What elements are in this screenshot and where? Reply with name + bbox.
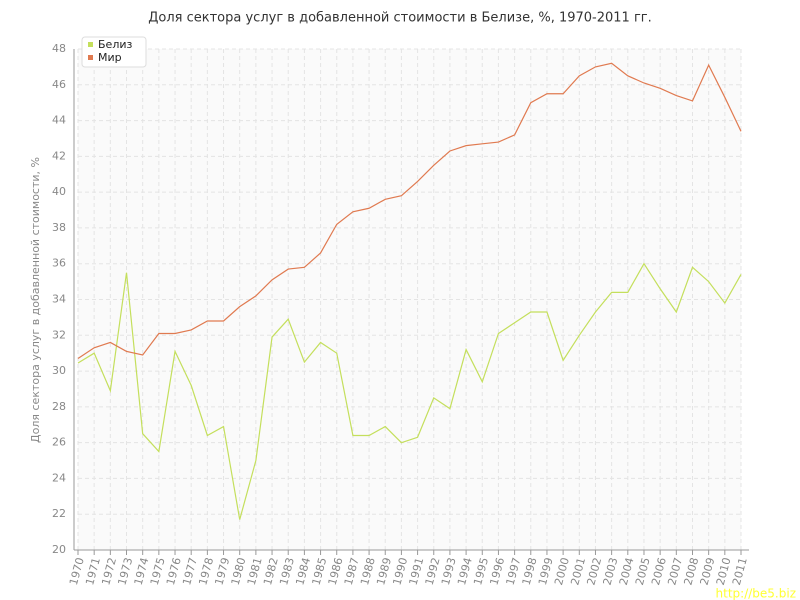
legend-swatch xyxy=(88,42,93,47)
y-tick-label: 30 xyxy=(52,364,66,377)
series-line xyxy=(77,262,742,520)
watermark: http://be5.biz xyxy=(716,587,796,600)
y-tick-label: 38 xyxy=(52,221,66,234)
legend-label: Мир xyxy=(98,51,122,64)
y-tick-label: 44 xyxy=(52,114,66,127)
legend-box xyxy=(81,36,147,68)
chart-title: Доля сектора услуг в добавленной стоимос… xyxy=(148,11,652,26)
y-tick-label: 28 xyxy=(52,400,66,413)
y-axis-label: Доля сектора услуг в добавленной стоимос… xyxy=(29,157,42,443)
y-tick-label: 48 xyxy=(52,42,66,55)
y-tick-label: 20 xyxy=(52,543,66,556)
y-tick-label: 24 xyxy=(52,471,66,484)
y-tick-label: 46 xyxy=(52,78,66,91)
y-tick-label: 26 xyxy=(52,436,66,449)
y-tick-label: 36 xyxy=(52,257,66,270)
series-line xyxy=(77,62,742,360)
legend-label: Белиз xyxy=(98,38,132,51)
y-tick-label: 32 xyxy=(52,328,66,341)
y-tick-label: 22 xyxy=(52,507,66,520)
y-tick-label: 40 xyxy=(52,185,66,198)
y-tick-label: 42 xyxy=(52,149,66,162)
legend-swatch xyxy=(88,55,93,60)
y-tick-label: 34 xyxy=(52,293,66,306)
